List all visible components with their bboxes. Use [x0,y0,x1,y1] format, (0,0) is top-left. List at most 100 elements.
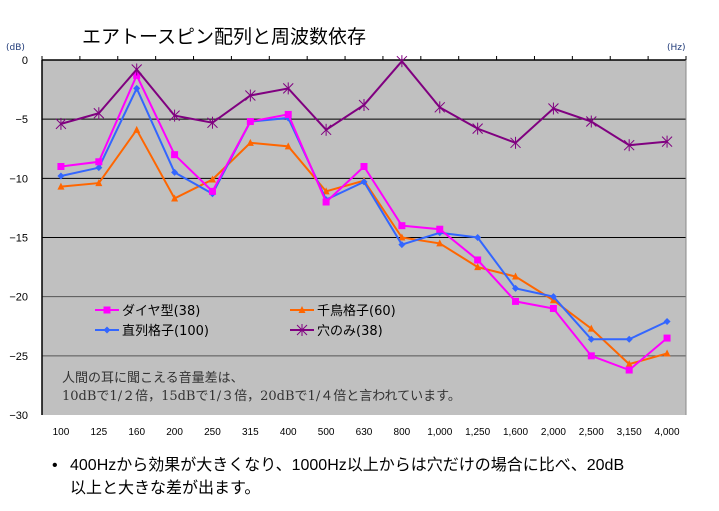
data-point [208,187,216,195]
data-point [512,297,520,305]
y-tick-label: −20 [9,292,28,304]
data-point [171,168,179,176]
data-point [246,118,254,126]
x-tick-label: 100 [53,427,70,438]
data-point [360,178,368,186]
data-point [623,139,635,152]
data-point [548,102,559,115]
x-tick-label: 160 [128,427,145,438]
data-point [103,306,111,314]
data-point [436,239,444,247]
legend-label: ダイヤ型(38) [122,304,200,319]
data-point [171,194,179,202]
data-point [57,182,65,190]
data-point [131,63,143,76]
y-axis-ticks: 0 −5 −10 −15 −20 −25 −30 [9,55,28,422]
legend-label: 直列格子(100) [122,323,209,339]
data-point [133,84,141,92]
data-point [398,241,406,249]
data-point [663,318,671,326]
data-point [587,324,595,332]
data-point [284,142,292,150]
x-tick-label: 250 [204,427,221,438]
data-point [169,109,180,122]
legend-item: 千鳥格子(60) [290,303,396,319]
x-tick-label: 800 [394,427,411,438]
y-tick-label: −25 [9,351,28,363]
data-point [474,256,482,264]
x-axis-ticks: 100 125 160 200 250 315 400 500 630 800 1,000 1,250… [53,427,680,438]
data-point [282,82,294,95]
x-tick-label: 630 [356,427,373,438]
y-tick-label: −15 [9,233,28,245]
data-point [661,135,673,148]
data-point [244,89,256,102]
series-4 [55,55,673,152]
x-tick-label: 3,150 [617,427,642,438]
x-axis-unit: (Hz) [667,43,686,53]
data-point [296,324,308,336]
series-group [55,55,673,374]
bullet-marker: • [52,457,58,474]
data-point [358,98,370,111]
chart-title: エアトースピン配列と周波数依存 [82,26,366,48]
legend-label: 穴のみ(38) [317,324,383,339]
data-point [95,179,103,187]
legend-item: ダイヤ型(38) [95,304,200,319]
data-point [398,222,406,230]
data-point [57,172,65,180]
data-point [510,136,521,149]
data-point [93,107,105,120]
legend-item: 直列格子(100) [95,323,209,339]
data-point [246,138,254,146]
bullet-text: 400Hzから効果が大きくなり、1000Hz以上からは穴だけの場合に比べ、20d… [70,457,625,497]
x-tick-label: 4,000 [655,427,680,438]
data-point [320,123,332,136]
data-point [208,175,216,183]
data-point [133,125,141,133]
line-chart: エアトースピン配列と周波数依存 (dB) (Hz) 0 −5 −10 −15 −20 −2… [6,26,687,438]
y-tick-label: −5 [15,114,28,126]
data-point [625,366,633,374]
data-point [663,334,671,342]
y-axis-unit: (dB) [6,43,25,53]
data-point [171,151,179,159]
x-tick-label: 2,500 [579,427,604,438]
data-point [398,233,406,241]
data-point [57,163,65,170]
annotation-line-1: 人間の耳に聞こえる音量差は、 [62,370,244,386]
x-tick-label: 1,600 [503,427,528,438]
data-point [284,110,292,118]
y-tick-label: 0 [22,55,28,67]
data-point [95,158,103,166]
x-tick-label: 500 [318,427,335,438]
data-point [360,163,368,170]
y-tick-label: −30 [9,410,28,422]
data-point [322,198,330,206]
data-point [625,335,633,343]
data-point [512,284,520,292]
data-point [512,272,520,280]
data-point [103,326,111,334]
data-point [587,335,595,343]
data-point [436,225,444,233]
annotation-line-2: 10dBで1/２倍，15dBで1/３倍，20dBで1/４倍と言われています。 [62,389,461,404]
x-tick-label: 400 [280,427,297,438]
data-point [55,117,67,130]
data-point [396,55,408,68]
data-point [585,115,597,128]
x-tick-label: 315 [242,427,259,438]
data-point [474,234,482,241]
data-point [625,360,633,368]
data-point [207,116,218,129]
data-point [472,122,484,135]
y-tick-label: −10 [9,173,28,185]
data-point [95,164,103,172]
data-point [549,305,557,312]
data-point [434,101,446,114]
data-point [322,187,330,195]
data-point [549,293,557,301]
legend-item: 穴のみ(38) [290,324,383,339]
data-point [298,306,306,313]
data-point [587,352,595,360]
